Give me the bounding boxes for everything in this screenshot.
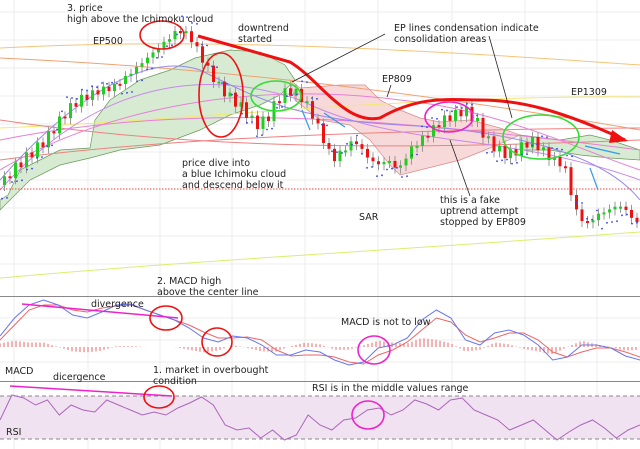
annotation-ep809: EP809	[382, 74, 412, 85]
macd-divergence-line	[21, 303, 179, 319]
downtrend-arrow	[197, 34, 626, 142]
annotation-macd-high: 2. MACD high above the center line	[157, 276, 259, 298]
blue-trend-arrows	[301, 109, 621, 191]
annotation-ep500: EP500	[93, 36, 123, 47]
annotation-rsi-middle: RSI is in the middle values range	[312, 383, 469, 394]
macd-panel-label: MACD	[5, 366, 34, 377]
annotation-macd-not-low: MACD is not to low	[341, 317, 431, 328]
annotation-price-dive: price dive into a blue Ichimoku cloud an…	[182, 158, 287, 191]
annotation-ep1309: EP1309	[571, 87, 607, 98]
macd-not-low-ellipse	[357, 335, 391, 365]
rsi-panel-label: RSI	[6, 427, 22, 438]
pointer-lines	[291, 33, 513, 197]
annotation-ep-condensation: EP lines condensation indicate consolida…	[394, 23, 539, 45]
downtrend-ellipse	[198, 52, 244, 138]
rsi-line	[0, 394, 640, 441]
price-high-ellipse	[139, 20, 185, 50]
parabolic-sar-dots	[1, 15, 638, 230]
annotation-macd-divergence: divergence	[91, 299, 144, 310]
macd-signal-line	[0, 304, 640, 365]
rsi-divergence-line	[9, 385, 173, 397]
downtrend-arrowhead-icon	[609, 130, 628, 143]
annotation-rsi-divergence: dicergence	[53, 372, 106, 383]
consolidation-ellipse-2	[502, 114, 580, 160]
macd-cross-ellipse	[201, 327, 233, 357]
annotation-sar: SAR	[359, 212, 379, 223]
overbought-ellipse	[143, 385, 175, 409]
annotation-overbought: 1. market in overbought condition	[153, 365, 269, 387]
macd-line	[0, 299, 640, 366]
annotation-price-high: 3. price high above the Ichimoku cloud	[67, 3, 214, 25]
fake-uptrend-ellipse	[424, 101, 474, 133]
annotation-fake-uptrend: this is a fake uptrend attempt stopped b…	[440, 195, 526, 228]
consolidation-ellipse-1	[250, 80, 302, 112]
macd-high-ellipse	[149, 305, 183, 331]
macd-histogram	[0, 338, 637, 355]
rsi-middle-ellipse	[351, 400, 385, 430]
rsi-band	[0, 396, 640, 439]
envelope-lines	[0, 43, 640, 279]
annotation-downtrend: downtrend started	[238, 23, 289, 45]
